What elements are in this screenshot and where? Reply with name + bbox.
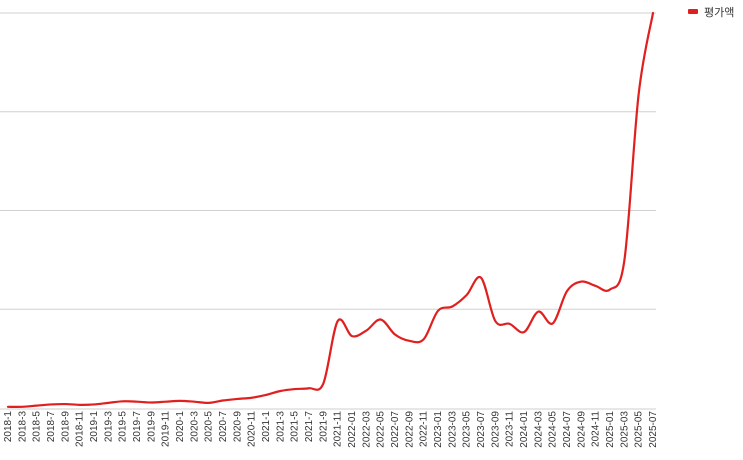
x-tick-label: 2019-11 <box>161 411 172 447</box>
x-tick-label: 2021-1 <box>261 411 272 443</box>
x-tick-label: 2018-11 <box>75 411 86 447</box>
x-tick-label: 2019-3 <box>103 411 114 443</box>
x-tick-label: 2018-3 <box>17 411 28 443</box>
x-tick-label: 2023-09 <box>490 411 501 448</box>
x-tick-label: 2022-11 <box>419 411 430 447</box>
legend: 평가액 <box>688 6 734 19</box>
x-tick-label: 2021-11 <box>333 411 344 447</box>
x-tick-label: 2023-07 <box>476 411 487 448</box>
x-tick-label: 2020-9 <box>232 411 243 443</box>
x-tick-label: 2024-09 <box>576 411 587 448</box>
x-tick-label: 2022-09 <box>404 411 415 448</box>
x-tick-label: 2020-11 <box>247 411 258 447</box>
x-tick-label: 2020-3 <box>189 411 200 443</box>
x-tick-label: 2021-3 <box>275 411 286 443</box>
x-tick-label: 2020-1 <box>175 411 186 443</box>
x-tick-label: 2018-5 <box>32 411 43 443</box>
x-tick-label: 2019-7 <box>132 411 143 443</box>
x-tick-label: 2025-07 <box>648 411 659 448</box>
x-tick-label: 2024-01 <box>519 411 530 448</box>
series-line-평가액 <box>6 11 655 408</box>
x-tick-label: 2023-01 <box>433 411 444 448</box>
x-tick-label: 2025-05 <box>634 411 645 448</box>
x-tick-label: 2023-03 <box>447 411 458 448</box>
x-axis-tick-labels: 2018-1 2018-3 2018-5 2018-7 2018-9 2018-11 201… <box>3 411 659 448</box>
x-tick-label: 2018-7 <box>46 411 57 443</box>
x-tick-label: 2018-9 <box>60 411 71 443</box>
x-tick-label: 2024-07 <box>562 411 573 448</box>
x-tick-label: 2022-03 <box>361 411 372 448</box>
x-tick-label: 2023-05 <box>462 411 473 448</box>
x-tick-label: 2020-5 <box>204 411 215 443</box>
x-tick-label: 2021-7 <box>304 411 315 443</box>
x-tick-label: 2021-5 <box>290 411 301 443</box>
x-tick-label: 2022-07 <box>390 411 401 448</box>
x-tick-label: 2018-1 <box>3 411 14 443</box>
x-tick-label: 2025-03 <box>619 411 630 448</box>
legend-swatch <box>688 9 698 14</box>
x-tick-label: 2024-11 <box>591 411 602 447</box>
x-tick-label: 2025-01 <box>605 411 616 448</box>
x-tick-label: 2020-7 <box>218 411 229 443</box>
x-tick-label: 2019-9 <box>146 411 157 443</box>
x-tick-label: 2024-05 <box>548 411 559 448</box>
x-tick-label: 2022-01 <box>347 411 358 448</box>
x-tick-label: 2019-5 <box>118 411 129 443</box>
x-tick-label: 2022-05 <box>376 411 387 448</box>
x-tick-label: 2019-1 <box>89 411 100 443</box>
x-tick-label: 2021-9 <box>318 411 329 443</box>
gridlines <box>0 12 656 310</box>
legend-label: 평가액 <box>704 6 734 19</box>
x-tick-label: 2023-11 <box>505 411 516 447</box>
x-tick-label: 2024-03 <box>533 411 544 448</box>
